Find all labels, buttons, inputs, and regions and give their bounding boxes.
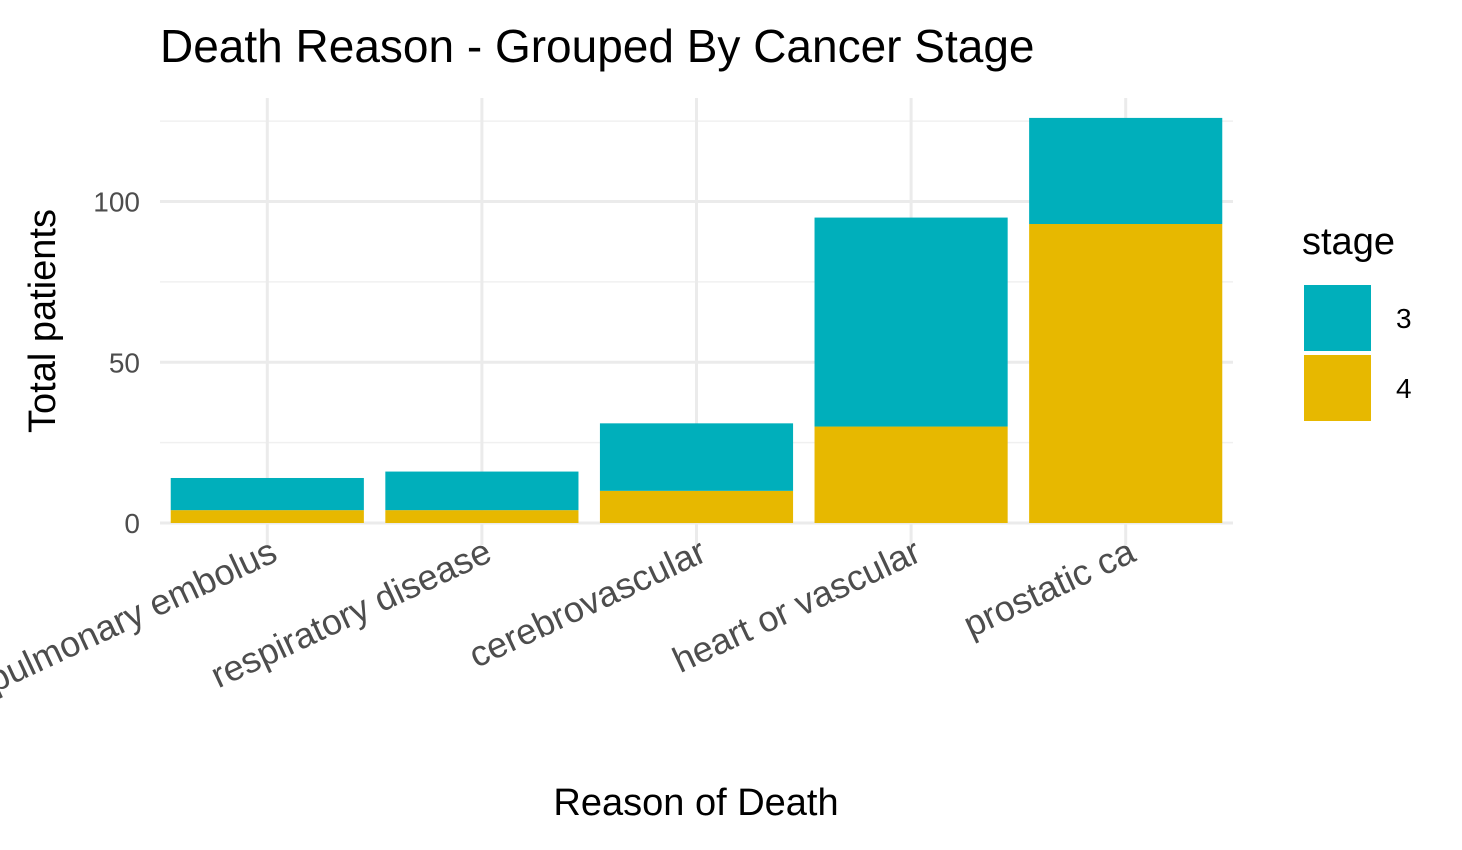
y-tick-label: 50 (109, 347, 140, 378)
bar-cerebrovascular-stage-4 (599, 490, 794, 523)
bar-heart-or-vascular-stage-3 (814, 217, 1008, 427)
legend-label: 3 (1396, 303, 1412, 334)
legend: stage 3 4 (1302, 221, 1412, 421)
bar-pulmonary-embolus-stage-4 (170, 510, 364, 523)
legend-key-stage-4 (1304, 355, 1371, 421)
y-axis-title: Total patients (22, 209, 64, 433)
bars (170, 117, 1223, 523)
bar-respiratory-disease-stage-4 (385, 510, 579, 523)
bar-pulmonary-embolus-stage-3 (170, 477, 364, 511)
bar-heart-or-vascular-stage-4 (814, 426, 1008, 523)
bar-prostatic-ca-stage-3 (1029, 117, 1223, 225)
bar-cerebrovascular-stage-3 (599, 423, 794, 491)
y-tick-label: 0 (124, 508, 140, 539)
bar-prostatic-ca-stage-4 (1029, 224, 1223, 523)
legend-label: 4 (1396, 373, 1412, 404)
x-axis-title: Reason of Death (553, 782, 838, 824)
y-tick-label: 100 (93, 187, 140, 218)
legend-key-stage-3 (1304, 285, 1371, 351)
y-axis-ticks: 0 50 100 (93, 187, 140, 540)
x-tick-label: prostatic ca (957, 530, 1142, 645)
legend-title: stage (1302, 221, 1395, 263)
x-tick-label: heart or vascular (666, 530, 926, 680)
bar-respiratory-disease-stage-3 (385, 471, 579, 511)
chart-title: Death Reason - Grouped By Cancer Stage (160, 20, 1035, 72)
